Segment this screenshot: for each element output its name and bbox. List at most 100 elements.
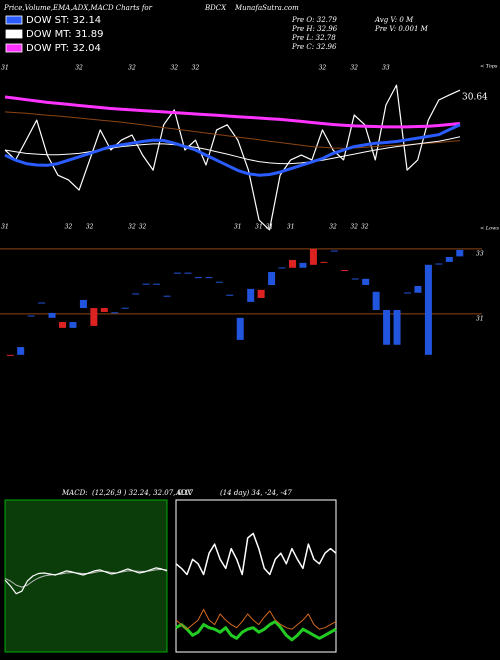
legend-label: DOW PT: 32.04	[26, 43, 101, 54]
candle-body	[299, 262, 307, 268]
candle-body	[17, 347, 25, 355]
panel-subtitle: (12,26,9 ) 32.24, 32.07, 0.17	[92, 489, 194, 497]
top-label: 32	[319, 65, 327, 72]
site: MunafaSutra.com	[234, 4, 299, 12]
top-label: 32	[192, 65, 200, 72]
candle-body	[79, 299, 87, 309]
candle-body	[100, 308, 108, 312]
panel	[4, 499, 168, 653]
stat: Pre O: 32.79	[291, 16, 337, 24]
candle-body	[456, 249, 464, 257]
top-label: 33	[382, 65, 390, 72]
low-label: 32	[329, 224, 337, 231]
candle-body	[404, 292, 411, 294]
candle-body	[424, 264, 432, 355]
top-label: 32	[128, 65, 136, 72]
stat: Pre L: 32.78	[291, 34, 336, 42]
series-line	[4, 567, 168, 595]
candle-body	[309, 248, 317, 265]
candle-body	[362, 278, 370, 285]
low-label: 32	[65, 224, 73, 231]
candle-body	[194, 277, 202, 279]
candle-body	[236, 317, 244, 340]
stat: Pre C: 32.96	[291, 43, 337, 51]
candle-body	[153, 283, 161, 285]
low-label: 32	[361, 224, 369, 231]
y-tick-label: 31	[476, 315, 484, 322]
title: Price,Volume,EMA,ADX,MACD Charts for	[3, 4, 153, 12]
series-line	[4, 95, 461, 129]
candle-body	[38, 302, 46, 304]
volume-stat: Avg V: 0 M	[374, 16, 414, 24]
candle-body	[435, 263, 443, 265]
candle-body	[121, 307, 129, 309]
legend-label: DOW MT: 31.89	[26, 29, 103, 40]
symbol: BDCX	[204, 4, 227, 12]
low-label: 31	[266, 224, 274, 231]
series-line	[175, 532, 337, 576]
lows-marker: < Lows	[480, 226, 499, 232]
series-line	[175, 608, 337, 630]
candle-body	[174, 272, 181, 274]
low-label: 32	[128, 224, 136, 231]
candle-body	[142, 283, 150, 285]
top-label: 31	[1, 65, 9, 72]
candle-body	[59, 322, 66, 328]
y-tick-label: 33	[476, 250, 484, 257]
candle-body	[268, 271, 276, 285]
candle-body	[27, 315, 35, 317]
low-label: 32	[139, 224, 147, 231]
series-line	[4, 111, 461, 149]
legend-swatch	[5, 29, 23, 39]
legend-label: DOW ST: 32.14	[26, 15, 101, 26]
top-label: 32	[75, 65, 83, 72]
volume-stat: Pre V: 0.001 M	[374, 25, 429, 33]
top-label: 32	[350, 65, 358, 72]
candle-body	[226, 294, 234, 296]
panel-subtitle: (14 day) 34, -24, -47	[220, 489, 292, 497]
low-label: 32	[350, 224, 358, 231]
tops-marker: < Tops	[480, 64, 498, 70]
candle-body	[111, 312, 119, 314]
series-line	[175, 620, 337, 642]
candle-body	[132, 293, 140, 295]
low-label: 31	[287, 224, 295, 231]
candle-body	[278, 267, 286, 269]
candle-body	[215, 281, 223, 283]
low-label: 31	[234, 224, 242, 231]
candle-body	[90, 308, 98, 326]
candle-body	[257, 289, 265, 298]
top-label: 32	[170, 65, 178, 72]
candle-body	[393, 310, 401, 345]
candle-body	[445, 257, 453, 262]
series-line	[4, 123, 461, 177]
candle-body	[69, 322, 77, 328]
candle-body	[247, 288, 255, 302]
low-label: 32	[86, 224, 94, 231]
candle-body	[205, 277, 213, 279]
candle-body	[6, 354, 14, 356]
last-label: 30.64	[462, 93, 488, 103]
stat: Pre H: 32.96	[291, 25, 338, 33]
candle-body	[289, 259, 296, 268]
candle-body	[320, 261, 328, 263]
candle-body	[330, 250, 338, 252]
candle-body	[383, 310, 391, 345]
candle-body	[351, 278, 359, 280]
candle-body	[414, 285, 422, 293]
legend-swatch	[5, 43, 23, 53]
series-line	[4, 84, 461, 231]
panel-title: ADX	[175, 489, 193, 497]
panel-title: MACD:	[61, 489, 88, 497]
series-line	[4, 136, 461, 165]
candle-body	[184, 272, 192, 274]
candle-body	[163, 295, 171, 297]
legend-swatch	[5, 15, 23, 25]
candle-body	[341, 270, 349, 272]
candle-body	[372, 291, 380, 310]
candle-body	[48, 312, 56, 318]
low-label: 31	[255, 224, 263, 231]
low-label: 31	[1, 224, 9, 231]
